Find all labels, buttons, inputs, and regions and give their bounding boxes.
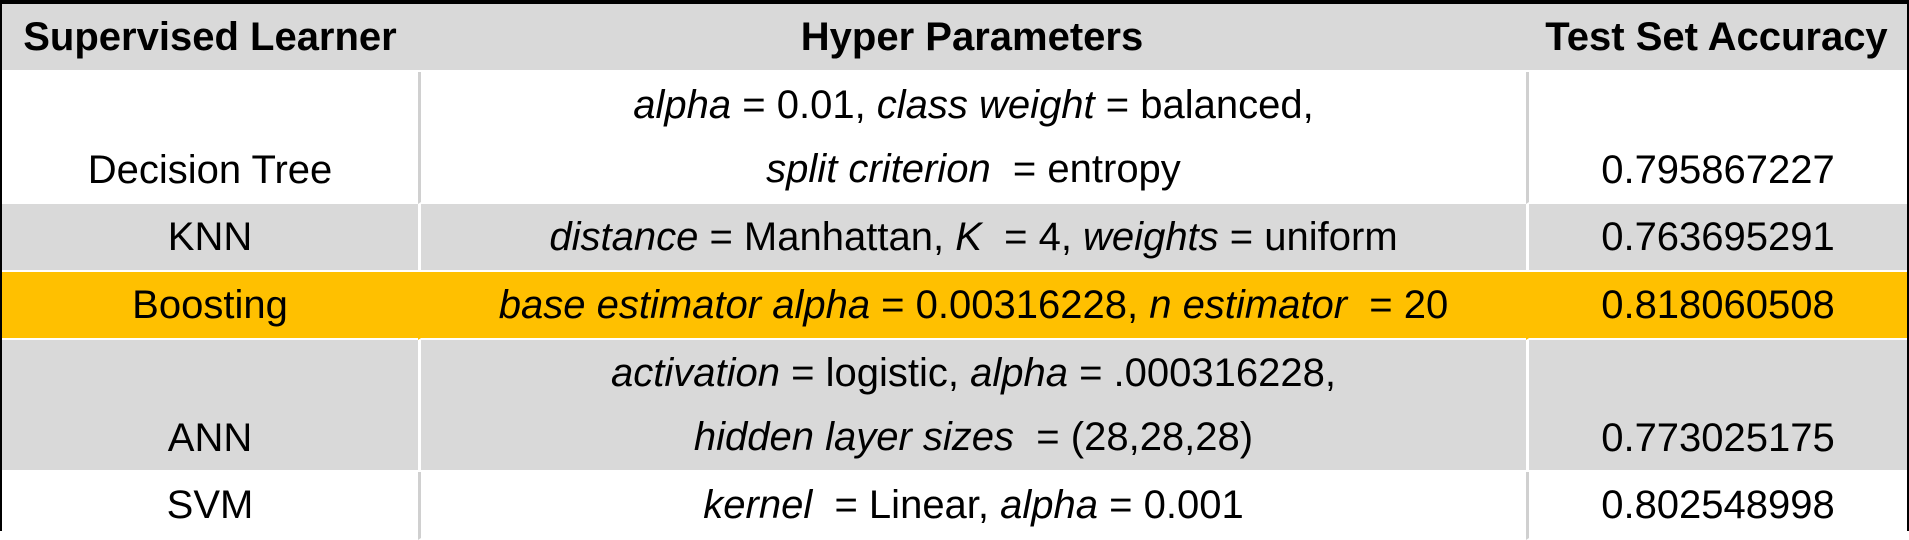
learner-cell: ANN [2,340,418,472]
params-line: alpha = 0.01, class weight = balanced, [421,73,1526,137]
header-test-set-accuracy: Test Set Accuracy [1526,4,1907,72]
accuracy-cell: 0.773025175 [1526,340,1907,472]
param-value: = 20 [1347,283,1449,327]
params-cell: base estimator alpha = 0.00316228, n est… [418,272,1526,340]
param-value: = entropy [990,147,1181,191]
learner-cell: SVM [2,472,418,540]
param-key: n estimator [1149,283,1348,327]
table-row: Decision Tree alpha = 0.01, class weight… [2,72,1907,204]
header-supervised-learner: Supervised Learner [2,4,418,72]
param-key: kernel [703,483,813,527]
param-value: = 0.01, [731,83,877,127]
results-table: Supervised Learner Hyper Parameters Test… [2,4,1907,540]
params-cell: alpha = 0.01, class weight = balanced, s… [418,72,1526,204]
param-value: = Linear, [812,483,1001,527]
param-value: = .000316228, [1067,351,1336,395]
params-cell: distance = Manhattan, K = 4, weights = u… [418,204,1526,272]
accuracy-cell: 0.818060508 [1526,272,1907,340]
param-value: = (28,28,28) [1014,415,1254,459]
param-key: split criterion [766,147,991,191]
params-cell: kernel = Linear, alpha = 0.001 [418,472,1526,540]
param-value: = 4, [981,215,1084,259]
learner-name: Decision Tree [87,148,333,192]
accuracy-cell: 0.763695291 [1526,204,1907,272]
table-row: KNN distance = Manhattan, K = 4, weights… [2,204,1907,272]
params-line: activation = logistic, alpha = .00031622… [421,341,1526,405]
param-key: alpha [1000,483,1099,527]
accuracy-value: 0.773025175 [1601,416,1835,460]
param-key: distance [549,215,699,259]
learner-name: ANN [167,416,253,460]
accuracy-cell: 0.802548998 [1526,472,1907,540]
table-row: ANN activation = logistic, alpha = .0003… [2,340,1907,472]
param-value: = uniform [1218,215,1398,259]
param-value: = 0.00316228, [870,283,1150,327]
param-key: class weight [876,83,1095,127]
param-value: = 0.001 [1098,483,1244,527]
header-row: Supervised Learner Hyper Parameters Test… [2,4,1907,72]
param-key: weights [1083,215,1219,259]
accuracy-cell: 0.795867227 [1526,72,1907,204]
param-value: = balanced, [1094,83,1314,127]
param-key: alpha [970,351,1068,395]
learner-cell: Boosting [2,272,418,340]
param-key: hidden layer sizes [693,415,1015,459]
learner-cell: KNN [2,204,418,272]
table-row: SVM kernel = Linear, alpha = 0.001 0.802… [2,472,1907,540]
params-cell: activation = logistic, alpha = .00031622… [418,340,1526,472]
param-key: K [955,215,982,259]
param-value: = logistic, [780,351,971,395]
learner-cell: Decision Tree [2,72,418,204]
params-line: split criterion = entropy [421,137,1526,201]
param-key: activation [611,351,780,395]
params-line: hidden layer sizes = (28,28,28) [421,405,1526,469]
param-value: = Manhattan, [698,215,956,259]
table-row-highlighted: Boosting base estimator alpha = 0.003162… [2,272,1907,340]
accuracy-value: 0.795867227 [1601,148,1835,192]
param-key: base estimator alpha [498,283,871,327]
header-hyper-parameters: Hyper Parameters [418,4,1526,72]
param-key: alpha [633,83,732,127]
